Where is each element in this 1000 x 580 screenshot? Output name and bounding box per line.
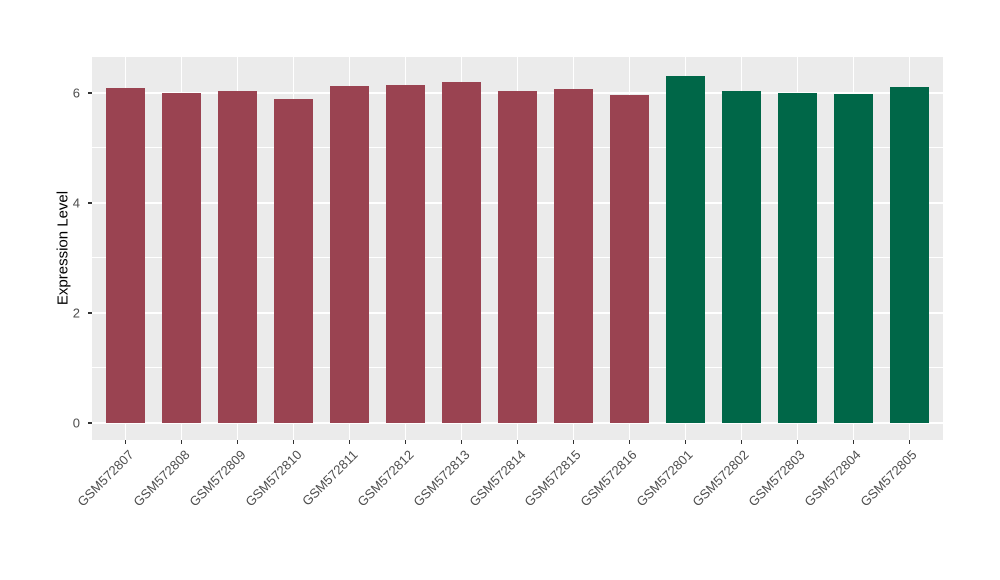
bar-GSM572801 [665, 75, 706, 423]
x-tick-mark [740, 440, 743, 444]
x-tick-mark [628, 440, 631, 444]
x-tick-label: GSM572803 [745, 447, 809, 510]
bar-GSM572808 [161, 93, 202, 423]
x-tick-label: GSM572813 [409, 447, 473, 510]
bar-GSM572805 [889, 86, 929, 423]
x-tick-mark [124, 440, 127, 444]
x-tick-mark [908, 440, 911, 444]
x-tick-label: GSM572807 [73, 447, 137, 510]
x-tick-label: GSM572808 [129, 447, 193, 510]
bar-GSM572812 [385, 85, 426, 423]
bar-GSM572810 [273, 99, 314, 423]
bar-GSM572804 [833, 94, 873, 423]
bar-GSM572809 [217, 90, 258, 423]
x-tick-mark [460, 440, 463, 444]
x-tick-mark [852, 440, 855, 444]
x-tick-label: GSM572801 [633, 447, 697, 510]
y-axis-title: Expression Level [55, 191, 72, 305]
y-tick-label: 2 [72, 305, 80, 321]
bar-GSM572807 [105, 87, 146, 423]
y-axis-title-text: Expression Level [54, 190, 72, 306]
plot-panel [92, 57, 943, 440]
x-tick-mark [684, 440, 687, 444]
x-tick-label: GSM572815 [521, 447, 585, 510]
bar-GSM572814 [497, 90, 538, 423]
x-tick-label: GSM572811 [298, 447, 361, 509]
x-tick-label: GSM572814 [465, 447, 529, 510]
bar-GSM572811 [329, 86, 370, 423]
x-tick-label: GSM572804 [801, 447, 865, 510]
x-tick-label: GSM572810 [241, 447, 305, 510]
bar-GSM572802 [721, 91, 762, 423]
y-tick-label: 0 [72, 415, 80, 431]
x-tick-mark [404, 440, 407, 444]
x-tick-label: GSM572805 [857, 447, 921, 510]
bar-GSM572813 [441, 82, 482, 423]
x-tick-mark [292, 440, 295, 444]
x-tick-label: GSM572812 [353, 447, 417, 510]
bar-GSM572815 [553, 89, 594, 423]
x-tick-mark [348, 440, 351, 444]
y-tick-label: 6 [72, 85, 80, 101]
x-tick-mark [180, 440, 183, 444]
bar-GSM572803 [777, 93, 818, 423]
x-tick-mark [572, 440, 575, 444]
x-tick-label: GSM572809 [185, 447, 249, 510]
bar-GSM572816 [609, 94, 650, 423]
x-tick-label: GSM572816 [577, 447, 641, 510]
x-tick-mark [796, 440, 799, 444]
x-tick-mark [516, 440, 519, 444]
x-tick-mark [236, 440, 239, 444]
x-tick-label: GSM572802 [689, 447, 753, 510]
